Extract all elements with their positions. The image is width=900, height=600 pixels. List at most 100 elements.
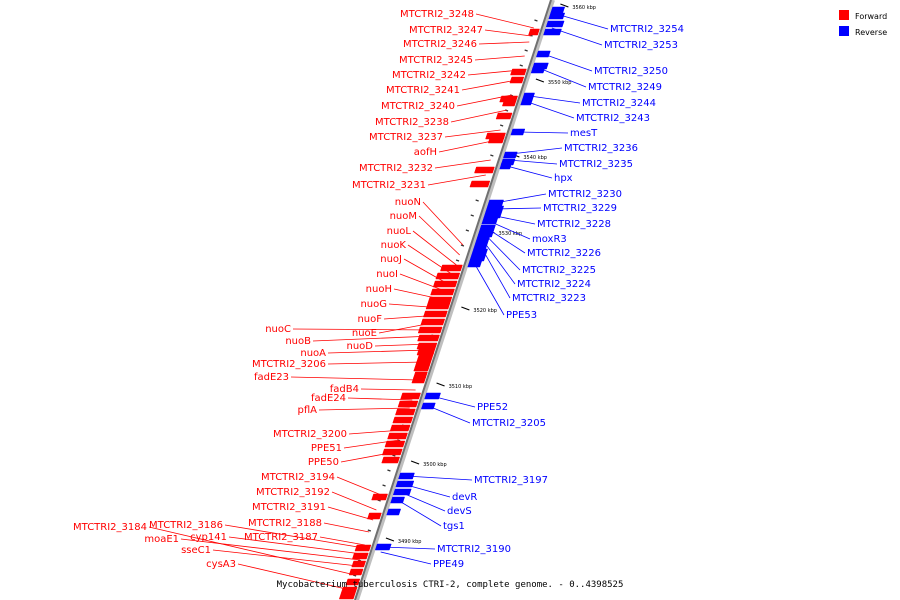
forward-gene-label[interactable]: MTCTRI2_3246 [403, 39, 477, 50]
reverse-gene-label[interactable]: MTCTRI2_3230 [548, 189, 622, 200]
reverse-gene-block[interactable] [390, 496, 405, 504]
forward-gene-block[interactable] [400, 392, 421, 400]
forward-gene-label[interactable]: moaE1 [144, 534, 179, 545]
forward-gene-block[interactable] [384, 440, 406, 448]
forward-gene-block[interactable] [435, 272, 461, 280]
forward-gene-block[interactable] [352, 552, 369, 560]
forward-gene-label[interactable]: PPE50 [308, 457, 339, 468]
reverse-gene-block[interactable] [548, 12, 566, 20]
forward-gene-label[interactable]: fadE24 [311, 393, 346, 404]
reverse-gene-label[interactable]: MTCTRI2_3197 [474, 475, 548, 486]
reverse-gene-label[interactable]: MTCTRI2_3243 [576, 113, 650, 124]
reverse-gene-block[interactable] [550, 6, 566, 14]
forward-gene-label[interactable]: fadB4 [330, 384, 359, 395]
forward-gene-block[interactable] [495, 112, 513, 120]
forward-gene-label[interactable]: aofH [414, 147, 437, 158]
reverse-gene-label[interactable]: MTCTRI2_3244 [582, 98, 656, 109]
forward-gene-label[interactable]: MTCTRI2_3184 [73, 522, 147, 533]
reverse-gene-block[interactable] [386, 508, 402, 516]
forward-gene-block[interactable] [395, 408, 416, 416]
forward-gene-label[interactable]: nuoD [347, 341, 374, 352]
forward-gene-label[interactable]: fadE23 [254, 372, 289, 383]
forward-gene-block[interactable] [417, 352, 434, 360]
reverse-gene-label[interactable]: PPE49 [433, 559, 464, 570]
forward-gene-label[interactable]: MTCTRI2_3191 [252, 502, 326, 513]
reverse-gene-label[interactable]: MTCTRI2_3253 [604, 40, 678, 51]
forward-gene-label[interactable]: MTCTRI2_3247 [409, 25, 483, 36]
forward-gene-label[interactable]: nuoL [387, 226, 412, 237]
reverse-gene-block[interactable] [503, 151, 518, 159]
forward-gene-block[interactable] [432, 280, 458, 288]
reverse-gene-block[interactable] [520, 98, 533, 106]
reverse-gene-label[interactable]: MTCTRI2_3223 [512, 293, 586, 304]
forward-gene-block[interactable] [528, 28, 540, 36]
reverse-gene-block[interactable] [475, 236, 490, 244]
reverse-gene-label[interactable]: PPE52 [477, 402, 508, 413]
reverse-gene-block[interactable] [522, 92, 535, 100]
forward-gene-block[interactable] [474, 166, 495, 174]
reverse-gene-label[interactable]: MTCTRI2_3250 [594, 66, 668, 77]
forward-gene-block[interactable] [338, 592, 356, 600]
reverse-gene-label[interactable]: MTCTRI2_3225 [522, 265, 596, 276]
reverse-gene-block[interactable] [469, 254, 487, 262]
forward-gene-block[interactable] [367, 512, 382, 520]
forward-gene-block[interactable] [469, 180, 491, 188]
forward-gene-label[interactable]: nuoE [352, 328, 377, 339]
reverse-gene-label[interactable]: MTCTRI2_3249 [588, 82, 662, 93]
forward-gene-block[interactable] [392, 416, 414, 424]
forward-gene-label[interactable]: MTCTRI2_3241 [386, 85, 460, 96]
reverse-gene-label[interactable]: MTCTRI2_3224 [517, 279, 591, 290]
forward-gene-block[interactable] [427, 296, 453, 304]
reverse-gene-label[interactable]: devR [452, 492, 477, 503]
forward-gene-label[interactable]: MTCTRI2_3232 [359, 163, 433, 174]
forward-gene-label[interactable]: MTCTRI2_3206 [252, 359, 326, 370]
forward-gene-block[interactable] [381, 456, 401, 464]
forward-gene-label[interactable]: MTCTRI2_3245 [399, 55, 473, 66]
forward-gene-label[interactable]: MTCTRI2_3248 [400, 9, 474, 20]
reverse-gene-block[interactable] [479, 224, 496, 232]
forward-gene-label[interactable]: MTCTRI2_3192 [256, 487, 330, 498]
forward-gene-label[interactable]: MTCTRI2_3200 [273, 429, 347, 440]
reverse-gene-label[interactable]: MTCTRI2_3228 [537, 219, 611, 230]
forward-gene-block[interactable] [389, 424, 411, 432]
forward-gene-label[interactable]: nuoK [381, 240, 407, 251]
reverse-gene-block[interactable] [543, 28, 562, 36]
forward-gene-block[interactable] [348, 568, 364, 576]
forward-gene-label[interactable]: nuoJ [380, 254, 402, 265]
forward-gene-block[interactable] [371, 493, 388, 501]
reverse-gene-label[interactable]: MTCTRI2_3205 [472, 418, 546, 429]
forward-gene-block[interactable] [420, 318, 446, 326]
forward-gene-label[interactable]: nuoN [395, 197, 421, 208]
forward-gene-block[interactable] [502, 99, 517, 107]
forward-gene-block[interactable] [440, 264, 463, 272]
forward-gene-label[interactable]: nuoB [285, 336, 311, 347]
forward-gene-label[interactable]: MTCTRI2_3187 [244, 532, 318, 543]
reverse-gene-label[interactable]: MTCTRI2_3226 [527, 248, 601, 259]
forward-gene-block[interactable] [345, 578, 361, 586]
forward-gene-label[interactable]: nuoM [390, 211, 417, 222]
forward-gene-label[interactable]: MTCTRI2_3194 [261, 472, 335, 483]
forward-gene-label[interactable]: nuoH [366, 284, 392, 295]
forward-gene-block[interactable] [387, 432, 408, 440]
forward-gene-block[interactable] [425, 302, 451, 310]
forward-gene-label[interactable]: MTCTRI2_3186 [149, 520, 223, 531]
forward-gene-block[interactable] [351, 560, 367, 568]
forward-gene-label[interactable]: nuoC [265, 324, 291, 335]
forward-gene-label[interactable]: pflA [298, 405, 318, 416]
forward-gene-label[interactable]: nuoG [360, 299, 387, 310]
reverse-gene-label[interactable]: MTCTRI2_3190 [437, 544, 511, 555]
forward-gene-label[interactable]: MTCTRI2_3188 [248, 518, 322, 529]
reverse-gene-block[interactable] [477, 230, 494, 238]
reverse-gene-label[interactable]: mesT [570, 128, 598, 139]
forward-gene-label[interactable]: MTCTRI2_3237 [369, 132, 443, 143]
reverse-gene-label[interactable]: hpx [554, 173, 573, 184]
forward-gene-label[interactable]: sseC1 [181, 545, 211, 556]
forward-gene-label[interactable]: cyp141 [190, 532, 227, 543]
forward-gene-label[interactable]: MTCTRI2_3242 [392, 70, 466, 81]
forward-gene-label[interactable]: PPE51 [311, 443, 342, 454]
reverse-gene-label[interactable]: MTCTRI2_3235 [559, 159, 633, 170]
reverse-gene-label[interactable]: MTCTRI2_3254 [610, 24, 684, 35]
reverse-gene-block[interactable] [499, 162, 513, 170]
reverse-gene-label[interactable]: tgs1 [443, 521, 465, 532]
reverse-gene-label[interactable]: PPE53 [506, 310, 537, 321]
